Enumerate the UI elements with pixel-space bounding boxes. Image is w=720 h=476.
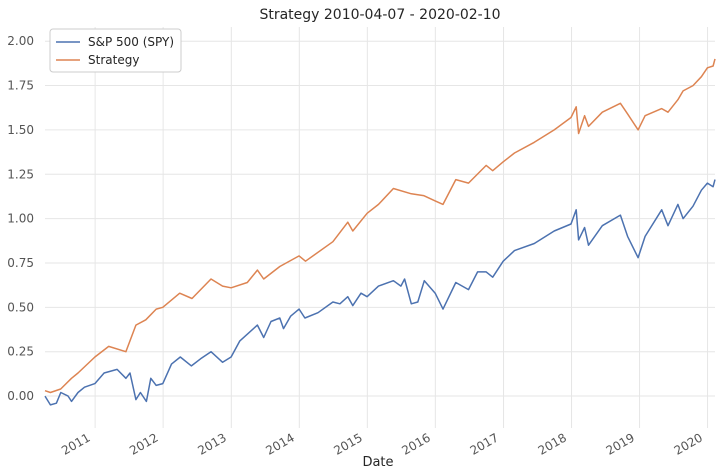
x-tick-label: 2012 <box>127 430 160 457</box>
legend-label-strategy: Strategy <box>88 53 139 67</box>
x-tick-label: 2014 <box>263 430 296 457</box>
x-tick-label: 2016 <box>399 430 432 457</box>
grid-layer <box>45 27 715 428</box>
x-tick-label: 2020 <box>672 430 705 457</box>
y-tick-label: 1.75 <box>7 79 34 93</box>
y-tick-label: 0.50 <box>7 300 34 314</box>
legend: S&P 500 (SPY) Strategy <box>49 28 182 73</box>
y-tick-label: 0.00 <box>7 389 34 403</box>
y-tick-label: 1.25 <box>7 167 34 181</box>
y-tick-label: 0.75 <box>7 256 34 270</box>
legend-box <box>49 28 182 73</box>
x-tick-label: 2013 <box>195 430 228 457</box>
x-tick-label: 2011 <box>59 430 92 457</box>
x-tick-label: 2015 <box>331 430 364 457</box>
x-tick-label: 2019 <box>604 430 637 457</box>
series-line-strategy <box>44 58 716 394</box>
x-tick-label: 2018 <box>536 430 569 457</box>
x-tick-label: 2017 <box>468 430 501 457</box>
x-axis-label: Date <box>362 455 393 470</box>
series-layer <box>44 58 716 406</box>
series-line-spy <box>44 179 716 406</box>
y-tick-label: 0.25 <box>7 345 34 359</box>
y-tick-label: 1.00 <box>7 212 34 226</box>
legend-label-spy: S&P 500 (SPY) <box>88 35 174 49</box>
y-tick-label: 2.00 <box>7 34 34 48</box>
y-tick-label: 1.50 <box>7 123 34 137</box>
chart-title: Strategy 2010-04-07 - 2020-02-10 <box>259 7 500 23</box>
y-tick-labels: 0.00 0.25 0.50 0.75 1.00 1.25 1.50 1.75 2.00 <box>7 34 34 403</box>
x-tick-labels: 2011 2012 2013 2014 2015 2016 2017 2018 2019 2020 <box>59 430 705 457</box>
